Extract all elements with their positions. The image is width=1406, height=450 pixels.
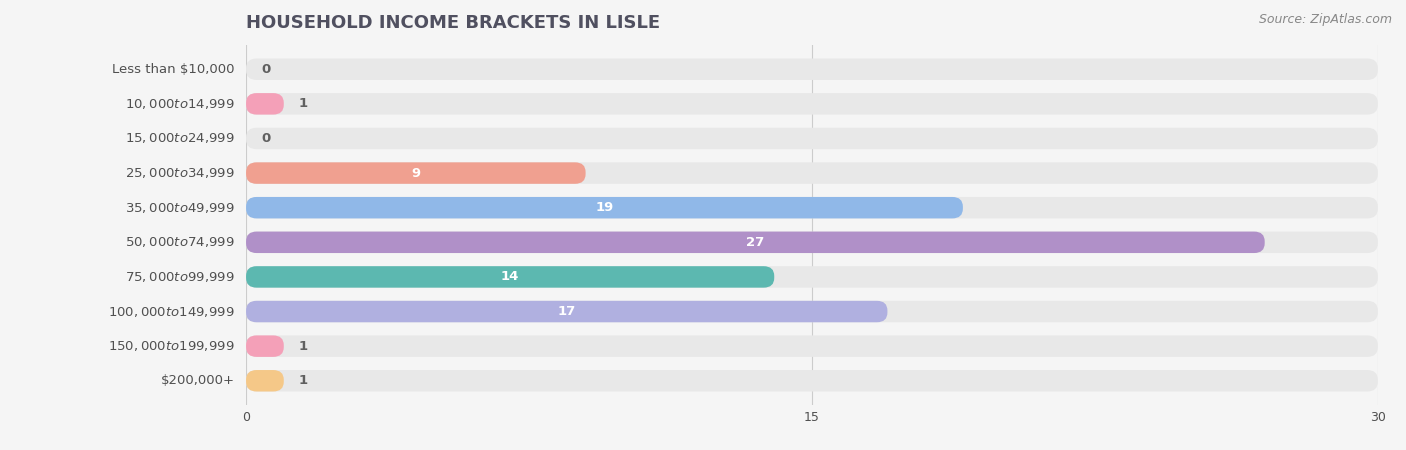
Text: $150,000 to $199,999: $150,000 to $199,999 xyxy=(108,339,235,353)
Text: 1: 1 xyxy=(299,340,308,353)
Text: 1: 1 xyxy=(299,97,308,110)
Text: $25,000 to $34,999: $25,000 to $34,999 xyxy=(125,166,235,180)
Text: 0: 0 xyxy=(262,132,270,145)
FancyBboxPatch shape xyxy=(246,93,1378,115)
Text: $75,000 to $99,999: $75,000 to $99,999 xyxy=(125,270,235,284)
FancyBboxPatch shape xyxy=(246,197,1378,218)
Text: $100,000 to $149,999: $100,000 to $149,999 xyxy=(108,305,235,319)
FancyBboxPatch shape xyxy=(246,58,1378,80)
FancyBboxPatch shape xyxy=(246,301,1378,322)
FancyBboxPatch shape xyxy=(246,162,585,184)
FancyBboxPatch shape xyxy=(246,128,1378,149)
Text: $35,000 to $49,999: $35,000 to $49,999 xyxy=(125,201,235,215)
FancyBboxPatch shape xyxy=(246,301,887,322)
Text: 9: 9 xyxy=(412,166,420,180)
FancyBboxPatch shape xyxy=(246,232,1265,253)
Text: Source: ZipAtlas.com: Source: ZipAtlas.com xyxy=(1258,14,1392,27)
FancyBboxPatch shape xyxy=(246,335,1378,357)
FancyBboxPatch shape xyxy=(246,197,963,218)
FancyBboxPatch shape xyxy=(246,266,775,288)
Text: Less than $10,000: Less than $10,000 xyxy=(112,63,235,76)
FancyBboxPatch shape xyxy=(246,370,1378,392)
FancyBboxPatch shape xyxy=(246,162,1378,184)
Text: $50,000 to $74,999: $50,000 to $74,999 xyxy=(125,235,235,249)
Text: $10,000 to $14,999: $10,000 to $14,999 xyxy=(125,97,235,111)
FancyBboxPatch shape xyxy=(246,93,284,115)
Text: 14: 14 xyxy=(501,270,519,284)
FancyBboxPatch shape xyxy=(246,335,284,357)
Text: 17: 17 xyxy=(558,305,576,318)
Text: $15,000 to $24,999: $15,000 to $24,999 xyxy=(125,131,235,145)
Text: 0: 0 xyxy=(262,63,270,76)
Text: $200,000+: $200,000+ xyxy=(160,374,235,387)
Text: 27: 27 xyxy=(747,236,765,249)
FancyBboxPatch shape xyxy=(246,232,1378,253)
Text: 1: 1 xyxy=(299,374,308,387)
Text: 19: 19 xyxy=(595,201,613,214)
Text: HOUSEHOLD INCOME BRACKETS IN LISLE: HOUSEHOLD INCOME BRACKETS IN LISLE xyxy=(246,14,661,32)
FancyBboxPatch shape xyxy=(246,266,1378,288)
FancyBboxPatch shape xyxy=(246,370,284,392)
